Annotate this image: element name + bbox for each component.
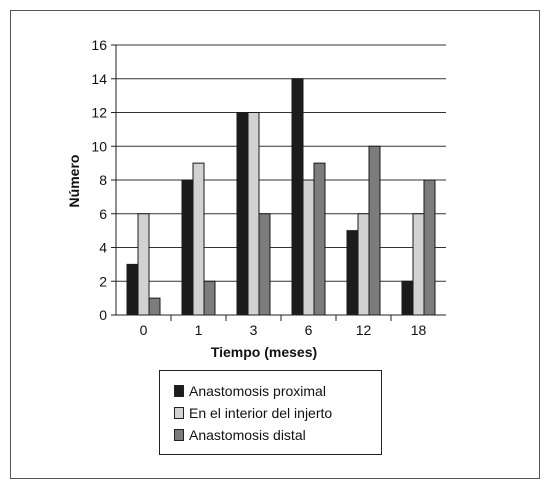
gridlines	[116, 44, 446, 282]
legend-swatch	[174, 385, 184, 397]
y-tick-label: 16	[91, 37, 107, 53]
bar	[192, 162, 205, 316]
bar	[258, 213, 271, 316]
y-tick-label: 6	[99, 206, 107, 222]
x-tick-label: 18	[411, 322, 427, 338]
legend: Anastomosis proximal En el interior del …	[159, 370, 382, 455]
bar	[291, 78, 304, 316]
x-tick-label: 3	[250, 322, 258, 338]
legend-swatch	[174, 407, 184, 419]
y-tick-label: 8	[99, 172, 107, 188]
y-tick-label: 10	[91, 138, 107, 154]
bar	[181, 179, 194, 316]
bar	[368, 145, 381, 316]
y-tick-label: 0	[99, 307, 107, 323]
tick-labels: 0 2 4 6 8 10 12 14 16 0 1 3 6 12 18	[91, 37, 426, 338]
x-tick-label: 6	[305, 322, 313, 338]
bar	[126, 263, 139, 316]
y-tick-label: 4	[99, 240, 107, 256]
bar	[236, 112, 249, 316]
y-tick-label: 2	[99, 273, 107, 289]
bar	[423, 179, 436, 316]
legend-item: Anastomosis distal	[174, 424, 381, 446]
legend-item: En el interior del injerto	[174, 402, 381, 424]
legend-label: En el interior del injerto	[189, 405, 333, 421]
axes	[111, 44, 446, 321]
x-tick-label: 1	[195, 322, 203, 338]
legend-swatch	[174, 429, 184, 441]
x-tick-label: 0	[140, 322, 148, 338]
bars	[126, 78, 436, 316]
y-axis-title: Número	[66, 155, 82, 208]
legend-label: Anastomosis distal	[189, 427, 306, 443]
x-axis-title: Tiempo (meses)	[211, 344, 317, 360]
bar	[357, 213, 370, 316]
bar	[148, 297, 161, 316]
x-tick-label: 12	[356, 322, 372, 338]
y-tick-label: 14	[91, 71, 107, 87]
bar	[203, 280, 216, 316]
bar	[137, 213, 150, 316]
bar	[313, 162, 326, 316]
bar	[247, 112, 260, 316]
y-tick-label: 12	[91, 105, 107, 121]
bar	[412, 213, 425, 316]
bar	[401, 280, 414, 316]
legend-item: Anastomosis proximal	[174, 380, 381, 402]
legend-label: Anastomosis proximal	[189, 383, 326, 399]
bar	[302, 179, 315, 316]
bar	[346, 230, 359, 316]
chart-frame	[10, 10, 540, 479]
